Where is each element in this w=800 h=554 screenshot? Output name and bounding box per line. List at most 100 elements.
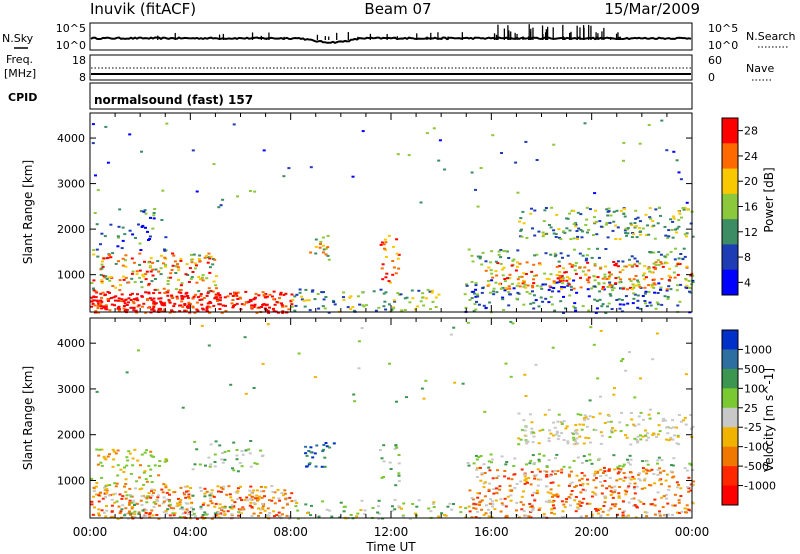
velocity-echo-cell (593, 474, 596, 477)
velocity-echo-cell (417, 499, 421, 502)
power-echo-cell (381, 263, 385, 266)
velocity-echo-cell (223, 513, 227, 516)
velocity-echo-cell (147, 492, 151, 495)
velocity-echo-cell (630, 497, 634, 500)
velocity-echo-cell (116, 449, 120, 452)
velocity-echo-cell (113, 482, 117, 485)
velocity-echo-cell (484, 512, 488, 515)
power-echo-cell (520, 228, 523, 231)
velocity-echo-cell (203, 511, 207, 514)
power-echo-cell (622, 212, 626, 215)
power-echo-cell (187, 303, 191, 305)
power-echo-cell (138, 252, 142, 255)
velocity-echo-cell (671, 464, 675, 467)
power-echo-cell (417, 289, 421, 292)
velocity-echo-cell (495, 487, 498, 490)
power-echo-cell (549, 273, 553, 276)
power-echo-cell (683, 255, 687, 258)
power-echo-cell (532, 274, 536, 277)
power-echo-cell (437, 293, 441, 296)
power-echo-cell (487, 266, 491, 269)
velocity-echo-cell (677, 443, 681, 446)
power-echo-cell (574, 225, 578, 228)
velocity-echo-cell (658, 430, 662, 433)
power-echo-cell (121, 239, 125, 242)
power-echo-cell (643, 292, 647, 295)
velocity-echo-cell (100, 464, 104, 467)
power-echo-cell (574, 223, 578, 226)
velocity-echo-cell (130, 516, 134, 518)
power-echo-cell (672, 215, 675, 218)
power-echo-cell (100, 281, 104, 284)
velocity-echo-cell (655, 332, 659, 335)
power-echo-cell (651, 220, 655, 223)
velocity-echo-cell (545, 475, 549, 478)
velocity-echo-cell (651, 433, 655, 436)
power-echo-cell (519, 217, 523, 220)
velocity-echo-cell (589, 326, 593, 329)
power-echo-cell (488, 291, 492, 294)
power-echo-cell (531, 290, 534, 293)
power-echo-cell (515, 284, 519, 287)
velocity-echo-cell (592, 343, 596, 346)
power-echo-cell (654, 261, 658, 264)
velocity-echo-cell (592, 428, 596, 431)
power-echo-cell (105, 257, 109, 260)
power-echo-cell (205, 306, 209, 309)
power-echo-cell (157, 297, 161, 300)
power-echo-cell (587, 269, 591, 272)
velocity-echo-cell (444, 514, 448, 517)
power-echo-cell (383, 238, 387, 241)
velocity-echo-cell (579, 413, 583, 416)
velocity-echo-cell (519, 501, 523, 504)
power-echo-cell (114, 262, 118, 265)
velocity-echo-cell (394, 444, 398, 447)
power-echo-cell (642, 272, 646, 275)
velocity-echo-cell (534, 363, 538, 366)
power-echo-cell (142, 275, 146, 278)
power-echo-cell (635, 236, 639, 239)
power-echo-cell (248, 299, 252, 301)
power-echo-cell (326, 234, 330, 237)
velocity-echo-cell (613, 489, 617, 492)
velocity-echo-cell (557, 484, 561, 487)
power-echo-cell (279, 291, 283, 294)
velocity-echo-cell (596, 470, 600, 473)
velocity-echo-cell (545, 470, 549, 473)
power-echo-cell (650, 285, 654, 288)
power-echo-cell (603, 273, 607, 276)
power-echo-cell (688, 286, 691, 289)
power-echo-cell (316, 293, 320, 295)
power-echo-cell (382, 305, 386, 308)
velocity-echo-cell (189, 487, 193, 489)
power-echo-cell (421, 292, 425, 295)
power-echo-cell (193, 311, 197, 314)
power-echo-cell (557, 228, 561, 231)
velocity-echo-cell (252, 489, 256, 492)
power-echo-cell (236, 195, 239, 198)
velocity-echo-cell (529, 516, 533, 519)
power-echo-cell (177, 291, 181, 294)
velocity-echo-cell (669, 427, 673, 430)
power-echo-cell (140, 226, 144, 228)
power-echo-cell (587, 229, 591, 231)
power-echo-cell (549, 295, 553, 298)
power-echo-cell (374, 309, 378, 312)
velocity-echo-cell (569, 504, 572, 507)
velocity-echo-cell (618, 508, 622, 510)
velocity-echo-cell (138, 476, 141, 479)
power-echo-cell (598, 298, 602, 301)
power-echo-cell (501, 296, 505, 299)
velocity-echo-cell (163, 460, 167, 463)
velocity-echo-cell (613, 429, 617, 432)
velocity-echo-cell (139, 464, 142, 467)
power-echo-cell (492, 290, 495, 293)
velocity-echo-cell (122, 471, 126, 473)
power-echo-cell (614, 277, 618, 280)
power-echo-cell (231, 295, 235, 297)
velocity-echo-cell (195, 448, 199, 451)
power-echo-cell (499, 256, 503, 259)
power-echo-cell (93, 212, 97, 214)
velocity-echo-cell (259, 511, 263, 514)
power-echo-cell (490, 250, 494, 253)
